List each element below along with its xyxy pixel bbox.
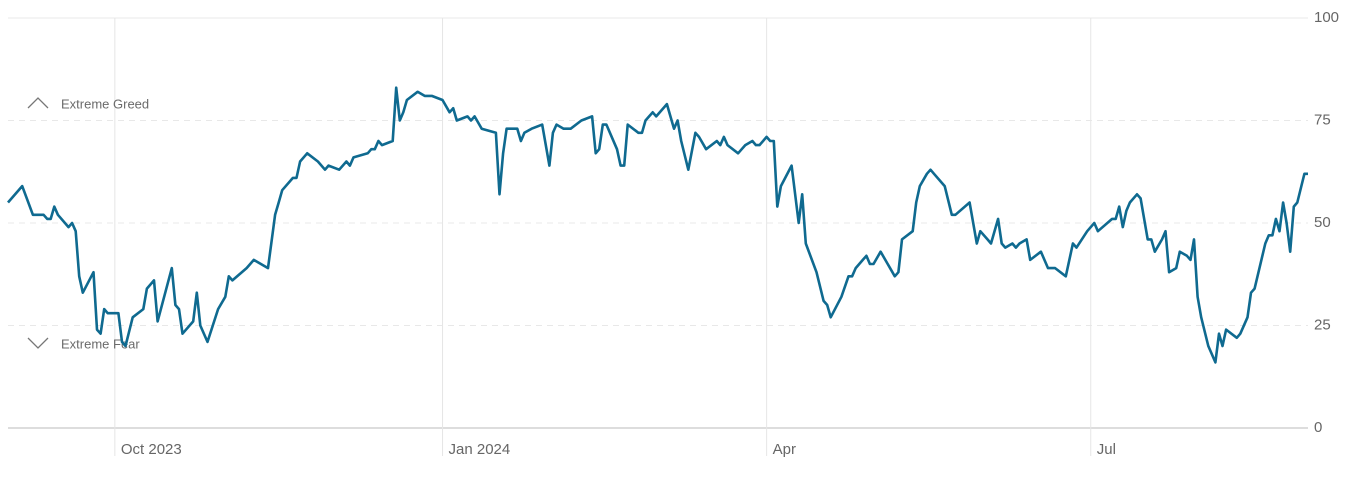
y-tick-label: 25	[1314, 316, 1331, 333]
fear-chevron	[27, 337, 49, 349]
y-tick-label: 100	[1314, 9, 1339, 26]
x-tick-label: Oct 2023	[121, 441, 182, 458]
y-tick-label: 50	[1314, 214, 1331, 231]
x-tick-label: Jul	[1097, 441, 1116, 458]
greed-chevron	[27, 97, 49, 109]
grid	[8, 17, 1308, 456]
x-tick-label: Jan 2024	[449, 441, 511, 458]
y-tick-label: 75	[1314, 111, 1331, 128]
y-tick-label: 0	[1314, 419, 1322, 436]
annotation: Extreme Greed	[61, 96, 149, 111]
data-line	[7, 86, 1308, 364]
x-tick-label: Apr	[773, 441, 796, 458]
